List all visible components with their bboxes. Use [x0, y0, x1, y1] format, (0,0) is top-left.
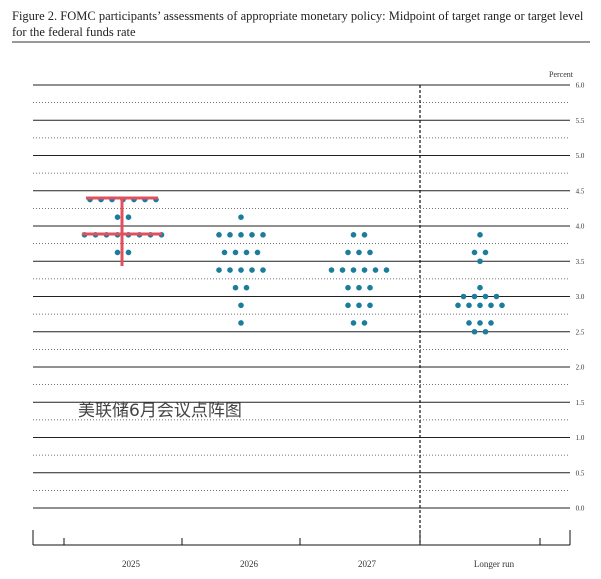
dot — [488, 320, 494, 326]
annotation-marks — [82, 196, 162, 266]
dot — [227, 267, 233, 273]
y-tick-label: 0.5 — [576, 469, 585, 477]
dot — [339, 267, 346, 273]
dot — [477, 302, 483, 309]
y-tick-label: 3.0 — [576, 293, 585, 301]
dot — [477, 232, 483, 238]
dot — [249, 232, 255, 238]
watermark: 美联储6月会议点阵图 — [78, 401, 242, 421]
dot — [471, 328, 478, 335]
dot — [350, 320, 357, 326]
y-tick-label: 6.0 — [576, 82, 585, 90]
dot — [114, 214, 121, 220]
dot — [482, 249, 489, 256]
x-axis-ticks — [32, 530, 571, 545]
dot — [466, 302, 472, 309]
dot — [238, 320, 244, 326]
dot — [238, 302, 244, 309]
dot — [482, 328, 489, 335]
dot — [232, 284, 239, 291]
dot — [328, 267, 335, 273]
dot — [356, 302, 362, 309]
dot — [221, 249, 228, 256]
dot — [350, 267, 357, 273]
dot — [361, 232, 368, 238]
y-axis-label: Percent — [549, 70, 574, 79]
dot — [114, 249, 121, 256]
dot — [477, 284, 483, 291]
dot — [345, 302, 351, 309]
y-tick-label: 4.5 — [576, 187, 585, 195]
dot — [482, 293, 489, 300]
y-tick-label: 4.0 — [576, 223, 585, 231]
dot — [356, 249, 362, 256]
dot — [345, 284, 351, 291]
chart-title: Figure 2. FOMC participants’ assessments… — [12, 9, 584, 39]
dot — [356, 284, 362, 291]
x-tick-label: 2027 — [358, 559, 377, 569]
dot — [350, 232, 357, 238]
x-tick-label: 2026 — [240, 559, 259, 569]
dot — [125, 214, 132, 220]
dot — [499, 302, 505, 309]
y-tick-label: 3.5 — [576, 258, 585, 266]
dot — [243, 249, 250, 256]
dot — [471, 249, 478, 256]
x-tick-label: Longer run — [474, 559, 515, 569]
dot — [455, 302, 461, 309]
dot — [361, 267, 368, 273]
dot — [232, 249, 239, 256]
dot — [488, 302, 494, 309]
dot — [460, 293, 467, 300]
dot — [383, 267, 390, 273]
dot — [471, 293, 478, 300]
y-tick-label: 5.0 — [576, 152, 585, 160]
dot — [216, 267, 222, 273]
dot — [372, 267, 379, 273]
dot — [243, 284, 250, 291]
grid: 0.0 0.5 1.0 1.5 2.0 2.5 3.0 3.5 4.0 4.5 5.0 5.5 6.0 — [33, 82, 585, 513]
y-tick-label: 1.0 — [576, 434, 585, 442]
dot — [238, 232, 244, 238]
dot — [238, 267, 244, 273]
dot — [367, 284, 373, 291]
y-tick-label: 5.5 — [576, 117, 585, 125]
dot — [477, 258, 483, 265]
dot — [260, 232, 266, 238]
dot — [260, 267, 266, 273]
y-tick-label: 0.0 — [576, 505, 585, 513]
dot — [367, 249, 373, 256]
dot — [367, 302, 373, 309]
dot — [477, 320, 483, 326]
y-tick-label: 1.5 — [576, 399, 585, 407]
dot — [227, 232, 233, 238]
dot — [345, 249, 351, 256]
dot — [125, 249, 132, 256]
dot — [493, 293, 500, 300]
dot — [254, 249, 261, 256]
dot — [238, 214, 244, 220]
dot — [361, 320, 368, 326]
dot — [249, 267, 255, 273]
dot — [216, 232, 222, 238]
dot — [466, 320, 472, 326]
x-tick-label: 2025 — [122, 559, 141, 569]
y-tick-label: 2.5 — [576, 328, 585, 336]
y-tick-label: 2.0 — [576, 364, 585, 372]
